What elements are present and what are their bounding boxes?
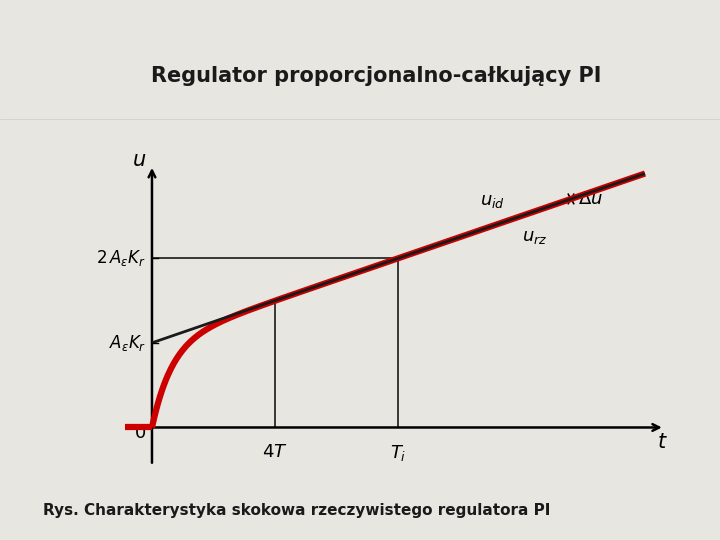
- Text: $2\,A_\varepsilon K_r$: $2\,A_\varepsilon K_r$: [96, 248, 146, 268]
- Text: $t$: $t$: [657, 433, 667, 452]
- Text: Rys. Charakterystyka skokowa rzeczywistego regulatora PI: Rys. Charakterystyka skokowa rzeczywiste…: [43, 503, 551, 518]
- Text: Regulator proporcjonalno-całkujący PI: Regulator proporcjonalno-całkujący PI: [151, 65, 602, 86]
- Text: $u_{id}$: $u_{id}$: [480, 192, 505, 210]
- Text: $4T$: $4T$: [262, 443, 288, 461]
- Text: $T_i$: $T_i$: [390, 443, 407, 463]
- Text: $\Delta u$: $\Delta u$: [578, 190, 603, 208]
- Text: $u_{rz}$: $u_{rz}$: [522, 228, 547, 246]
- Text: $0$: $0$: [134, 423, 146, 442]
- Text: $u$: $u$: [132, 151, 146, 170]
- Text: $A_\varepsilon K_r$: $A_\varepsilon K_r$: [109, 333, 146, 353]
